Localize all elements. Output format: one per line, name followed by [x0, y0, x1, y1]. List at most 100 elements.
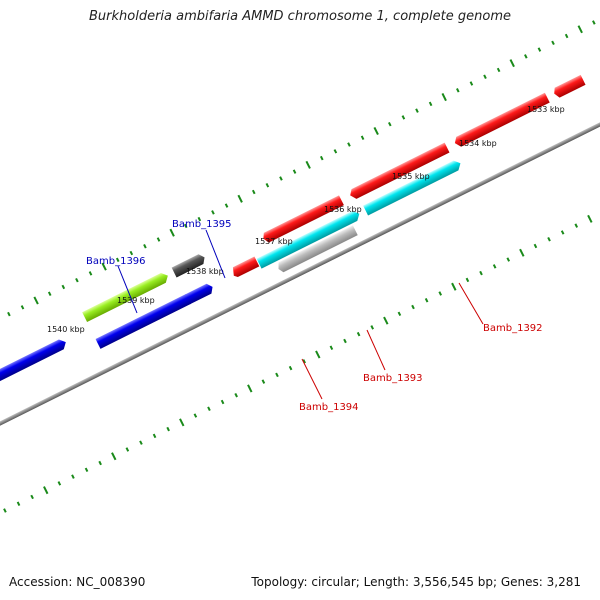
major-tick	[111, 452, 117, 461]
accession-text: Accession: NC_008390	[9, 575, 146, 589]
major-tick	[43, 486, 49, 495]
leader-line	[117, 265, 138, 314]
minor-tick	[292, 169, 297, 174]
minor-tick	[506, 257, 511, 262]
minor-tick	[166, 426, 170, 432]
gene-arrow[interactable]	[552, 74, 586, 99]
leader-line	[458, 282, 484, 325]
tick-label: 1537 kbp	[255, 237, 293, 246]
minor-tick	[139, 440, 143, 445]
minor-tick	[129, 250, 134, 256]
major-tick	[441, 93, 447, 102]
major-tick	[587, 214, 593, 223]
gene-bamb-1392[interactable]	[348, 142, 450, 201]
leader-line	[301, 358, 323, 400]
major-tick	[179, 418, 185, 427]
gene-bamb-1396[interactable]	[82, 271, 170, 323]
inner-tick-track	[3, 214, 593, 513]
minor-tick	[347, 142, 351, 147]
inner-minor-ticks	[3, 223, 579, 513]
minor-tick	[302, 359, 306, 364]
minor-tick	[224, 203, 229, 208]
minor-tick	[564, 33, 569, 39]
gene-label-bamb-1394[interactable]: Bamb_1394	[299, 402, 359, 413]
leader-line	[366, 329, 386, 371]
gene-label-bamb-1392[interactable]: Bamb_1392	[483, 323, 543, 334]
gene-arrow[interactable]	[0, 337, 68, 391]
minor-tick	[524, 54, 528, 59]
minor-tick	[360, 135, 365, 140]
minor-tick	[251, 189, 256, 195]
minor-tick	[152, 433, 157, 439]
minor-tick	[560, 230, 565, 235]
leader-line	[205, 229, 226, 279]
major-tick	[451, 282, 457, 291]
minor-tick	[71, 474, 75, 479]
minor-tick	[16, 501, 21, 506]
minor-tick	[156, 237, 161, 242]
tick-label: 1534 kbp	[459, 139, 497, 148]
gene-arrow[interactable]	[256, 209, 362, 269]
gene-arrow[interactable]	[363, 158, 463, 216]
minor-tick	[261, 379, 266, 384]
gene-bamb-1395[interactable]	[171, 252, 207, 278]
tick-label: 1535 kbp	[392, 172, 430, 181]
minor-tick	[47, 291, 52, 296]
minor-tick	[465, 277, 470, 283]
gene-label-bamb-1396[interactable]: Bamb_1396	[86, 256, 146, 267]
tick-label: 1539 kbp	[117, 296, 155, 305]
major-tick	[373, 126, 379, 136]
gene-arrow[interactable]	[185, 282, 215, 305]
minor-tick	[592, 20, 596, 25]
minor-tick	[211, 210, 215, 215]
minor-tick	[537, 47, 542, 52]
minor-tick	[547, 236, 551, 242]
major-tick	[383, 316, 389, 325]
major-tick	[237, 194, 243, 203]
gene-arrow[interactable]	[95, 292, 196, 349]
minor-tick	[533, 243, 538, 249]
minor-tick	[98, 460, 102, 466]
gene-arrow[interactable]	[261, 195, 344, 244]
major-tick	[315, 350, 321, 359]
minor-tick	[574, 223, 579, 228]
minor-tick	[84, 467, 89, 473]
outer-major-ticks	[33, 25, 583, 305]
gene-bamb-1394[interactable]	[230, 256, 260, 279]
minor-tick	[115, 257, 120, 263]
minor-tick	[356, 331, 361, 337]
minor-tick	[288, 365, 293, 371]
minor-tick	[329, 345, 334, 350]
minor-tick	[30, 494, 34, 500]
gene-label-bamb-1393[interactable]: Bamb_1393	[363, 373, 423, 384]
reverse-strand-track	[230, 74, 586, 279]
minor-tick	[61, 284, 66, 290]
major-tick	[305, 160, 311, 169]
gene-arrow[interactable]	[453, 92, 550, 149]
minor-tick	[20, 305, 25, 310]
gene-label-bamb-1395[interactable]: Bamb_1395	[172, 219, 232, 230]
minor-tick	[220, 399, 225, 405]
minor-tick	[193, 413, 198, 418]
minor-tick	[7, 311, 11, 317]
minor-tick	[438, 291, 443, 296]
minor-tick	[279, 176, 283, 181]
tick-label: 1538 kbp	[186, 267, 224, 276]
minor-tick	[483, 74, 487, 79]
minor-tick	[197, 216, 202, 222]
scale-labels: 1533 kbp 1534 kbp 1535 kbp 1536 kbp 1537…	[47, 105, 565, 334]
minor-tick	[265, 182, 270, 188]
minor-tick	[75, 277, 79, 283]
minor-tick	[492, 264, 497, 269]
minor-tick	[456, 88, 460, 93]
outer-minor-ticks	[7, 20, 596, 317]
forward-strand-track	[0, 158, 463, 391]
gene-bamb-1393[interactable]	[276, 225, 358, 273]
tick-label: 1540 kbp	[47, 325, 85, 334]
map-title: Burkholderia ambifaria AMMD chromosome 1…	[88, 9, 512, 24]
gene-labels: Bamb_1392 Bamb_1393 Bamb_1394 Bamb_1395 …	[86, 219, 543, 413]
tick-label: 1533 kbp	[527, 105, 565, 114]
major-tick	[519, 248, 525, 257]
tick-label: 1536 kbp	[324, 205, 362, 214]
minor-tick	[479, 270, 483, 276]
